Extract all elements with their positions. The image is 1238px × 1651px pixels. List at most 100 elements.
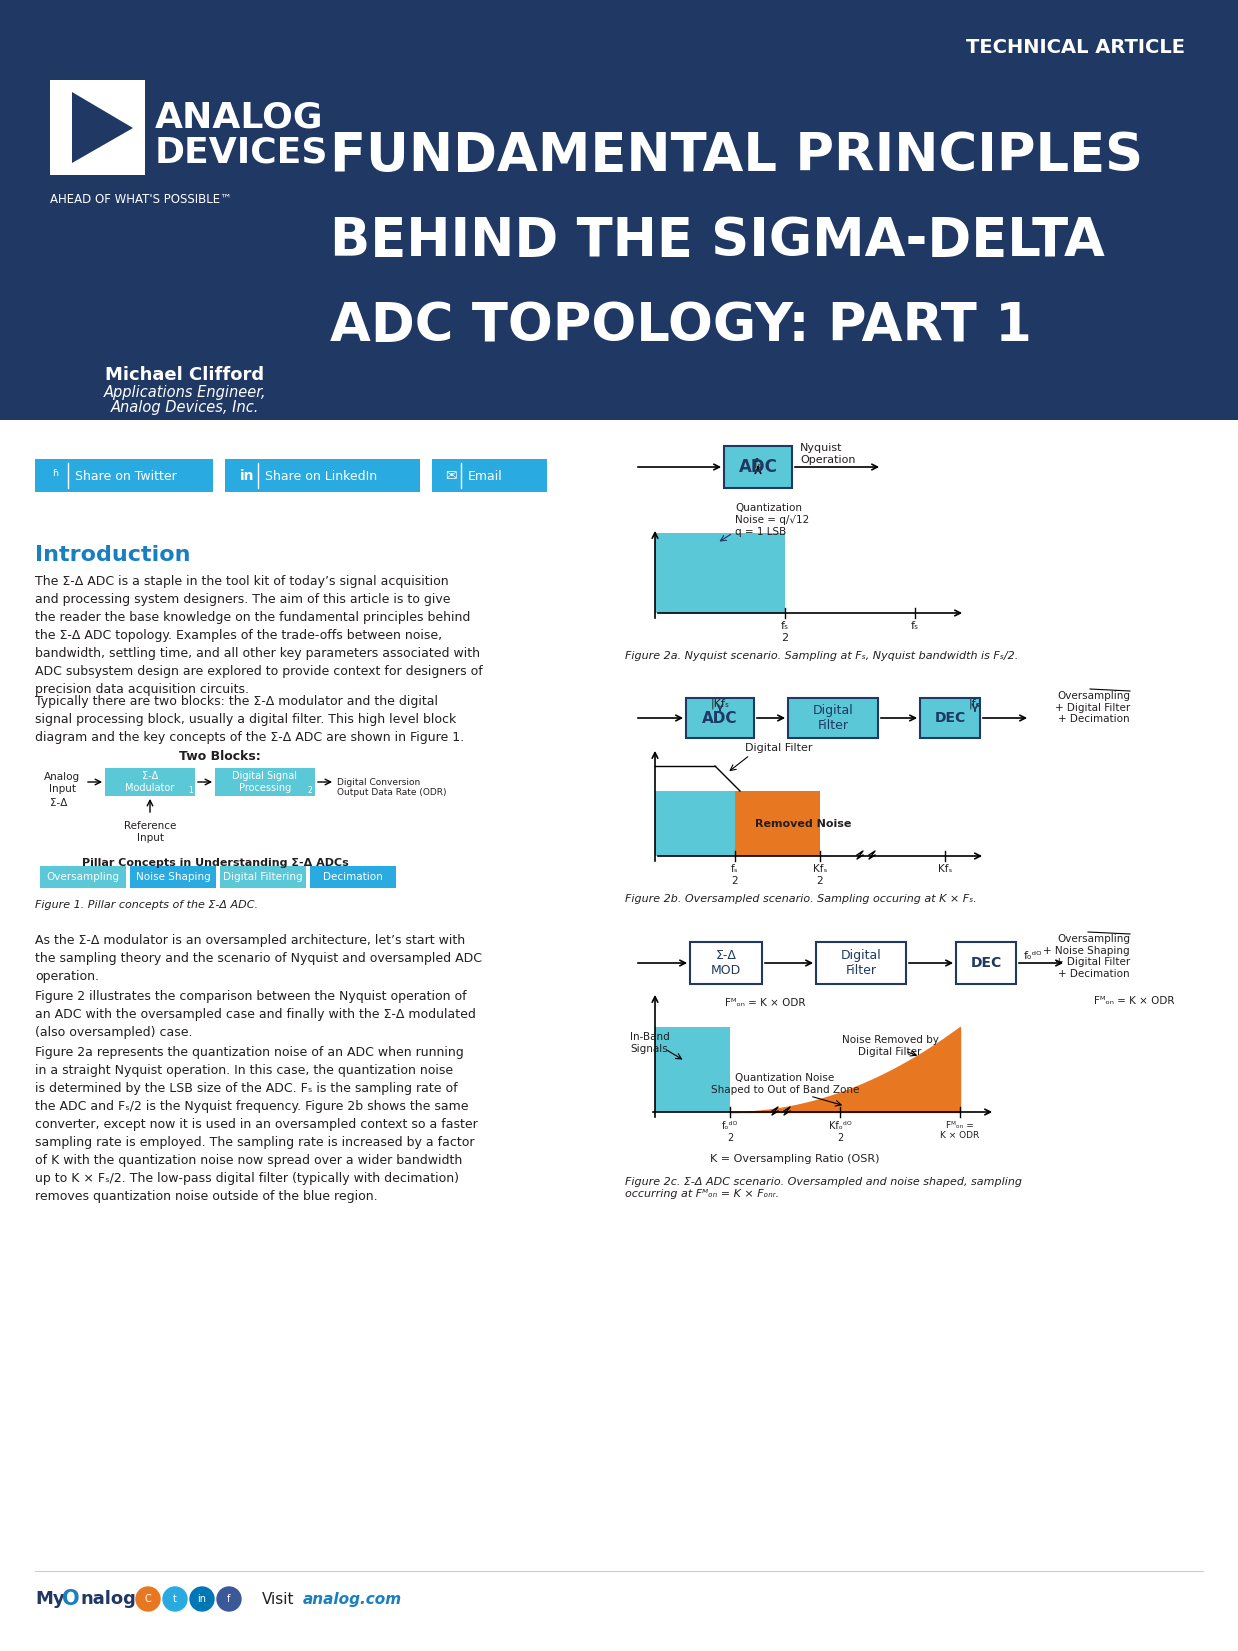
Text: |Kfₛ: |Kfₛ [711,698,729,708]
Text: My: My [35,1590,64,1608]
Text: Figure 2a. Nyquist scenario. Sampling at Fₛ, Nyquist bandwidth is Fₛ/2.: Figure 2a. Nyquist scenario. Sampling at… [625,650,1018,660]
Text: Fᴹₒₙ =
K × ODR: Fᴹₒₙ = K × ODR [941,1121,979,1141]
Text: fₛ: fₛ [911,621,919,631]
Circle shape [136,1587,160,1611]
Text: Oversampling: Oversampling [47,872,120,882]
Text: analog.com: analog.com [303,1592,402,1606]
Text: fₛ
2: fₛ 2 [781,621,789,642]
Text: Figure 1. Pillar concepts of the Σ-Δ ADC.: Figure 1. Pillar concepts of the Σ-Δ ADC… [35,900,258,910]
Text: AHEAD OF WHAT'S POSSIBLE™: AHEAD OF WHAT'S POSSIBLE™ [50,193,232,206]
Text: Pillar Concepts in Understanding Σ-Δ ADCs: Pillar Concepts in Understanding Σ-Δ ADC… [82,859,348,868]
Text: q = 1 LSB: q = 1 LSB [735,527,786,537]
Bar [220,867,306,888]
Text: Figure 2c. Σ-Δ ADC scenario. Oversampled and noise shaped, sampling
occurring at: Figure 2c. Σ-Δ ADC scenario. Oversampled… [625,1177,1023,1199]
Text: Kfₛ
2: Kfₛ 2 [813,863,827,885]
Text: |fₛ: |fₛ [969,698,980,708]
Text: Figure 2a represents the quantization noise of an ADC when running
in a straight: Figure 2a represents the quantization no… [35,1047,478,1204]
Text: Figure 2b. Oversampled scenario. Sampling occuring at K × Fₛ.: Figure 2b. Oversampled scenario. Samplin… [625,893,977,905]
Text: Noise Shaping: Noise Shaping [136,872,210,882]
Text: Kfₒᵈᴼ
2: Kfₒᵈᴼ 2 [828,1121,852,1142]
Text: ʱ: ʱ [52,469,58,484]
Text: ADC: ADC [739,457,777,475]
Text: K = Oversampling Ratio (OSR): K = Oversampling Ratio (OSR) [711,1154,880,1164]
Text: in: in [198,1593,207,1605]
Text: C: C [145,1593,151,1605]
Text: Figure 2 illustrates the comparison between the Nyquist operation of
an ADC with: Figure 2 illustrates the comparison betw… [35,991,475,1038]
Text: Visit: Visit [262,1592,295,1606]
Text: Oversampling
+ Noise Shaping
+ Digital Filter
+ Decimation: Oversampling + Noise Shaping + Digital F… [1044,934,1130,979]
Bar [432,459,547,492]
Bar [789,698,878,738]
Text: Analog
Input: Analog Input [43,773,80,794]
Text: Ο: Ο [62,1588,79,1610]
Bar [130,867,215,888]
Bar [225,459,420,492]
Text: nalog: nalog [80,1590,136,1608]
Bar [655,791,735,855]
Text: Σ-Δ
MOD: Σ-Δ MOD [711,949,742,977]
Text: in: in [240,469,255,484]
Text: Removed Noise: Removed Noise [755,819,852,829]
Circle shape [189,1587,214,1611]
Text: fₛ
2: fₛ 2 [732,863,739,885]
Text: DEVICES: DEVICES [155,135,328,168]
Text: Digital Signal
Processing: Digital Signal Processing [233,771,297,792]
Text: Noise Removed by
Digital Filter: Noise Removed by Digital Filter [842,1035,938,1057]
Text: fₛ: fₛ [754,457,763,471]
Text: 2: 2 [308,786,313,796]
Text: Two Blocks:: Two Blocks: [180,750,261,763]
Text: t: t [173,1593,177,1605]
Bar [956,943,1016,984]
Text: DEC: DEC [971,956,1002,971]
Text: Digital Filtering: Digital Filtering [223,872,303,882]
Text: ✉: ✉ [444,469,457,484]
Text: Analog Devices, Inc.: Analog Devices, Inc. [111,400,259,414]
Text: Decimation: Decimation [323,872,383,882]
Text: 1: 1 [188,786,193,796]
Text: FUNDAMENTAL PRINCIPLES: FUNDAMENTAL PRINCIPLES [331,130,1143,182]
Text: Digital Conversion
Output Data Rate (ODR): Digital Conversion Output Data Rate (ODR… [337,778,447,797]
Text: Typically there are two blocks: the Σ-Δ modulator and the digital
signal process: Typically there are two blocks: the Σ-Δ … [35,695,464,745]
Text: Share on LinkedIn: Share on LinkedIn [265,469,378,482]
Text: Quantization Noise
Shaped to Out of Band Zone: Quantization Noise Shaped to Out of Band… [711,1073,859,1095]
Bar [686,698,754,738]
Text: ADC TOPOLOGY: PART 1: ADC TOPOLOGY: PART 1 [331,300,1032,352]
Text: In-Band
Signals: In-Band Signals [630,1032,670,1053]
Text: Quantization: Quantization [735,504,802,513]
Text: fₒᵈᴼ: fₒᵈᴼ [1024,951,1042,961]
Circle shape [217,1587,241,1611]
Bar [920,698,980,738]
Text: f: f [228,1593,230,1605]
Text: Digital
Filter: Digital Filter [841,949,881,977]
Text: fₒᵈᴼ
2: fₒᵈᴼ 2 [722,1121,738,1142]
Bar [0,0,1238,419]
Text: Fᴹₒₙ = K × ODR: Fᴹₒₙ = K × ODR [724,997,805,1009]
Text: Oversampling
+ Digital Filter
+ Decimation: Oversampling + Digital Filter + Decimati… [1055,692,1130,725]
Bar [655,1027,730,1113]
Text: Email: Email [468,469,503,482]
Text: Applications Engineer,: Applications Engineer, [104,385,266,400]
Polygon shape [72,92,132,163]
Bar [35,459,213,492]
Bar [816,943,906,984]
Bar [724,446,792,489]
Text: Nyquist
Operation: Nyquist Operation [800,444,855,466]
Bar [310,867,396,888]
Text: Σ-Δ
Modulator: Σ-Δ Modulator [125,771,175,792]
Text: TECHNICAL ARTICLE: TECHNICAL ARTICLE [966,38,1185,58]
Bar [690,943,763,984]
Text: Michael Clifford: Michael Clifford [105,367,265,385]
Text: The Σ-Δ ADC is a staple in the tool kit of today’s signal acquisition
and proces: The Σ-Δ ADC is a staple in the tool kit … [35,575,483,697]
Text: ADC: ADC [702,710,738,725]
Text: Introduction: Introduction [35,545,191,565]
Text: Fᴹₒₙ = K × ODR: Fᴹₒₙ = K × ODR [1093,996,1175,1005]
Bar [40,867,126,888]
Text: Reference
Input: Reference Input [124,821,176,842]
Bar [655,533,785,613]
Text: Kfₛ: Kfₛ [938,863,952,873]
Text: Digital
Filter: Digital Filter [812,703,853,731]
Text: Noise = q/√12: Noise = q/√12 [735,515,810,525]
Bar [50,79,145,175]
Bar [215,768,314,796]
Text: DEC: DEC [935,712,966,725]
